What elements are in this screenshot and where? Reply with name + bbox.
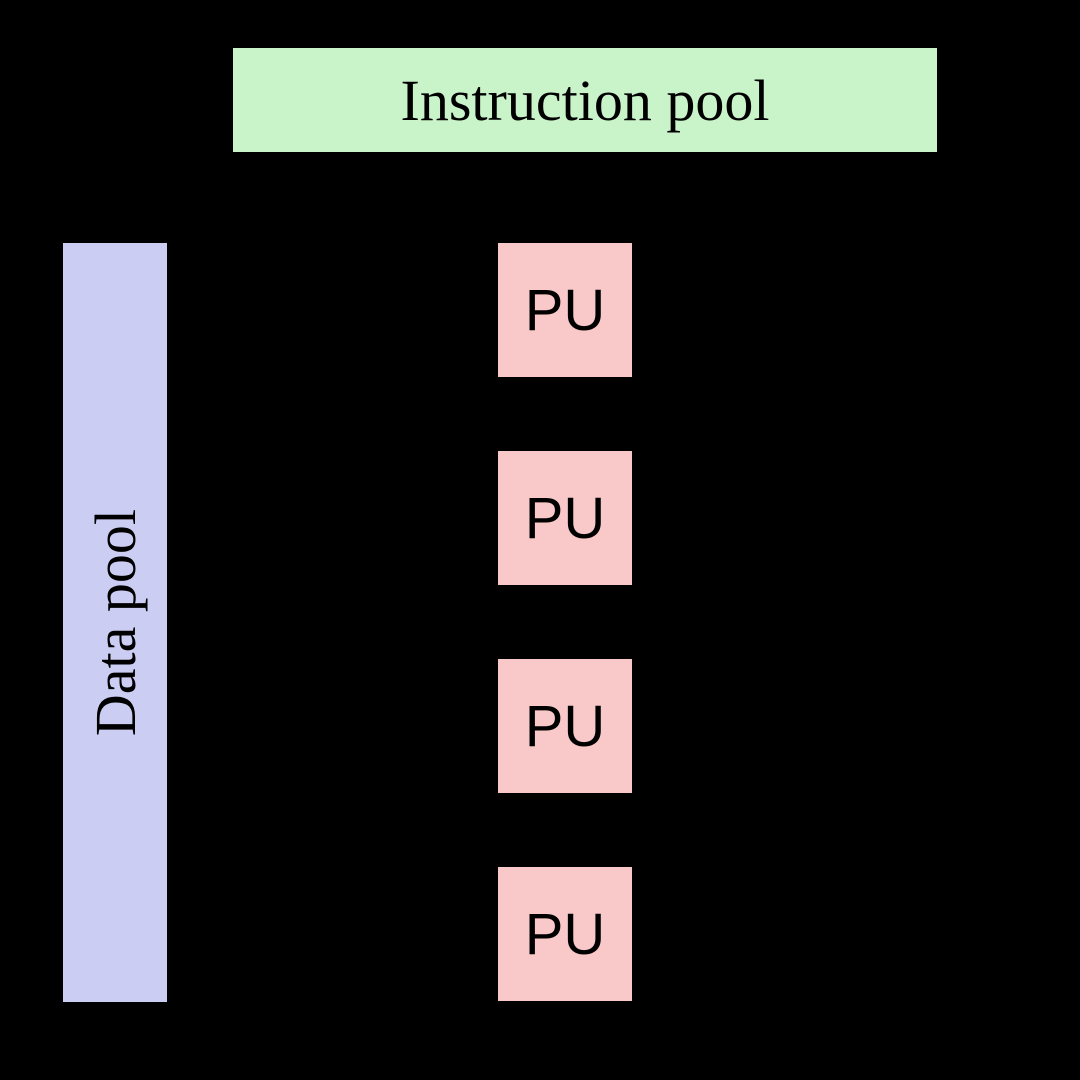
processing-unit-label: PU <box>525 693 606 760</box>
instruction-pool-label: Instruction pool <box>401 67 770 134</box>
processing-unit-label: PU <box>525 901 606 968</box>
instruction-pool-box: Instruction pool <box>230 45 940 155</box>
diagram-stage: Instruction pool Data pool PU PU PU PU <box>0 0 1080 1080</box>
processing-unit-label: PU <box>525 277 606 344</box>
processing-unit-box: PU <box>495 656 635 796</box>
processing-unit-label: PU <box>525 485 606 552</box>
processing-unit-box: PU <box>495 240 635 380</box>
data-pool-label: Data pool <box>82 509 149 736</box>
processing-unit-box: PU <box>495 864 635 1004</box>
data-pool-box: Data pool <box>60 240 170 1005</box>
processing-unit-box: PU <box>495 448 635 588</box>
